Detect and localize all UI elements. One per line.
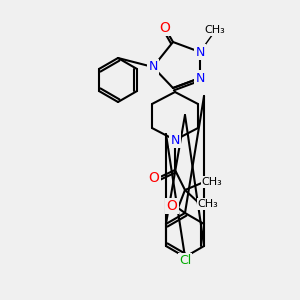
Text: O: O (160, 21, 170, 35)
Text: Cl: Cl (179, 254, 191, 268)
Text: O: O (148, 171, 159, 185)
Text: CH₃: CH₃ (202, 177, 222, 187)
Text: CH₃: CH₃ (205, 25, 225, 35)
Text: N: N (195, 71, 205, 85)
Text: N: N (148, 61, 158, 74)
Text: O: O (167, 199, 177, 213)
Text: CH₃: CH₃ (198, 199, 218, 209)
Text: N: N (170, 134, 180, 146)
Text: N: N (195, 46, 205, 59)
